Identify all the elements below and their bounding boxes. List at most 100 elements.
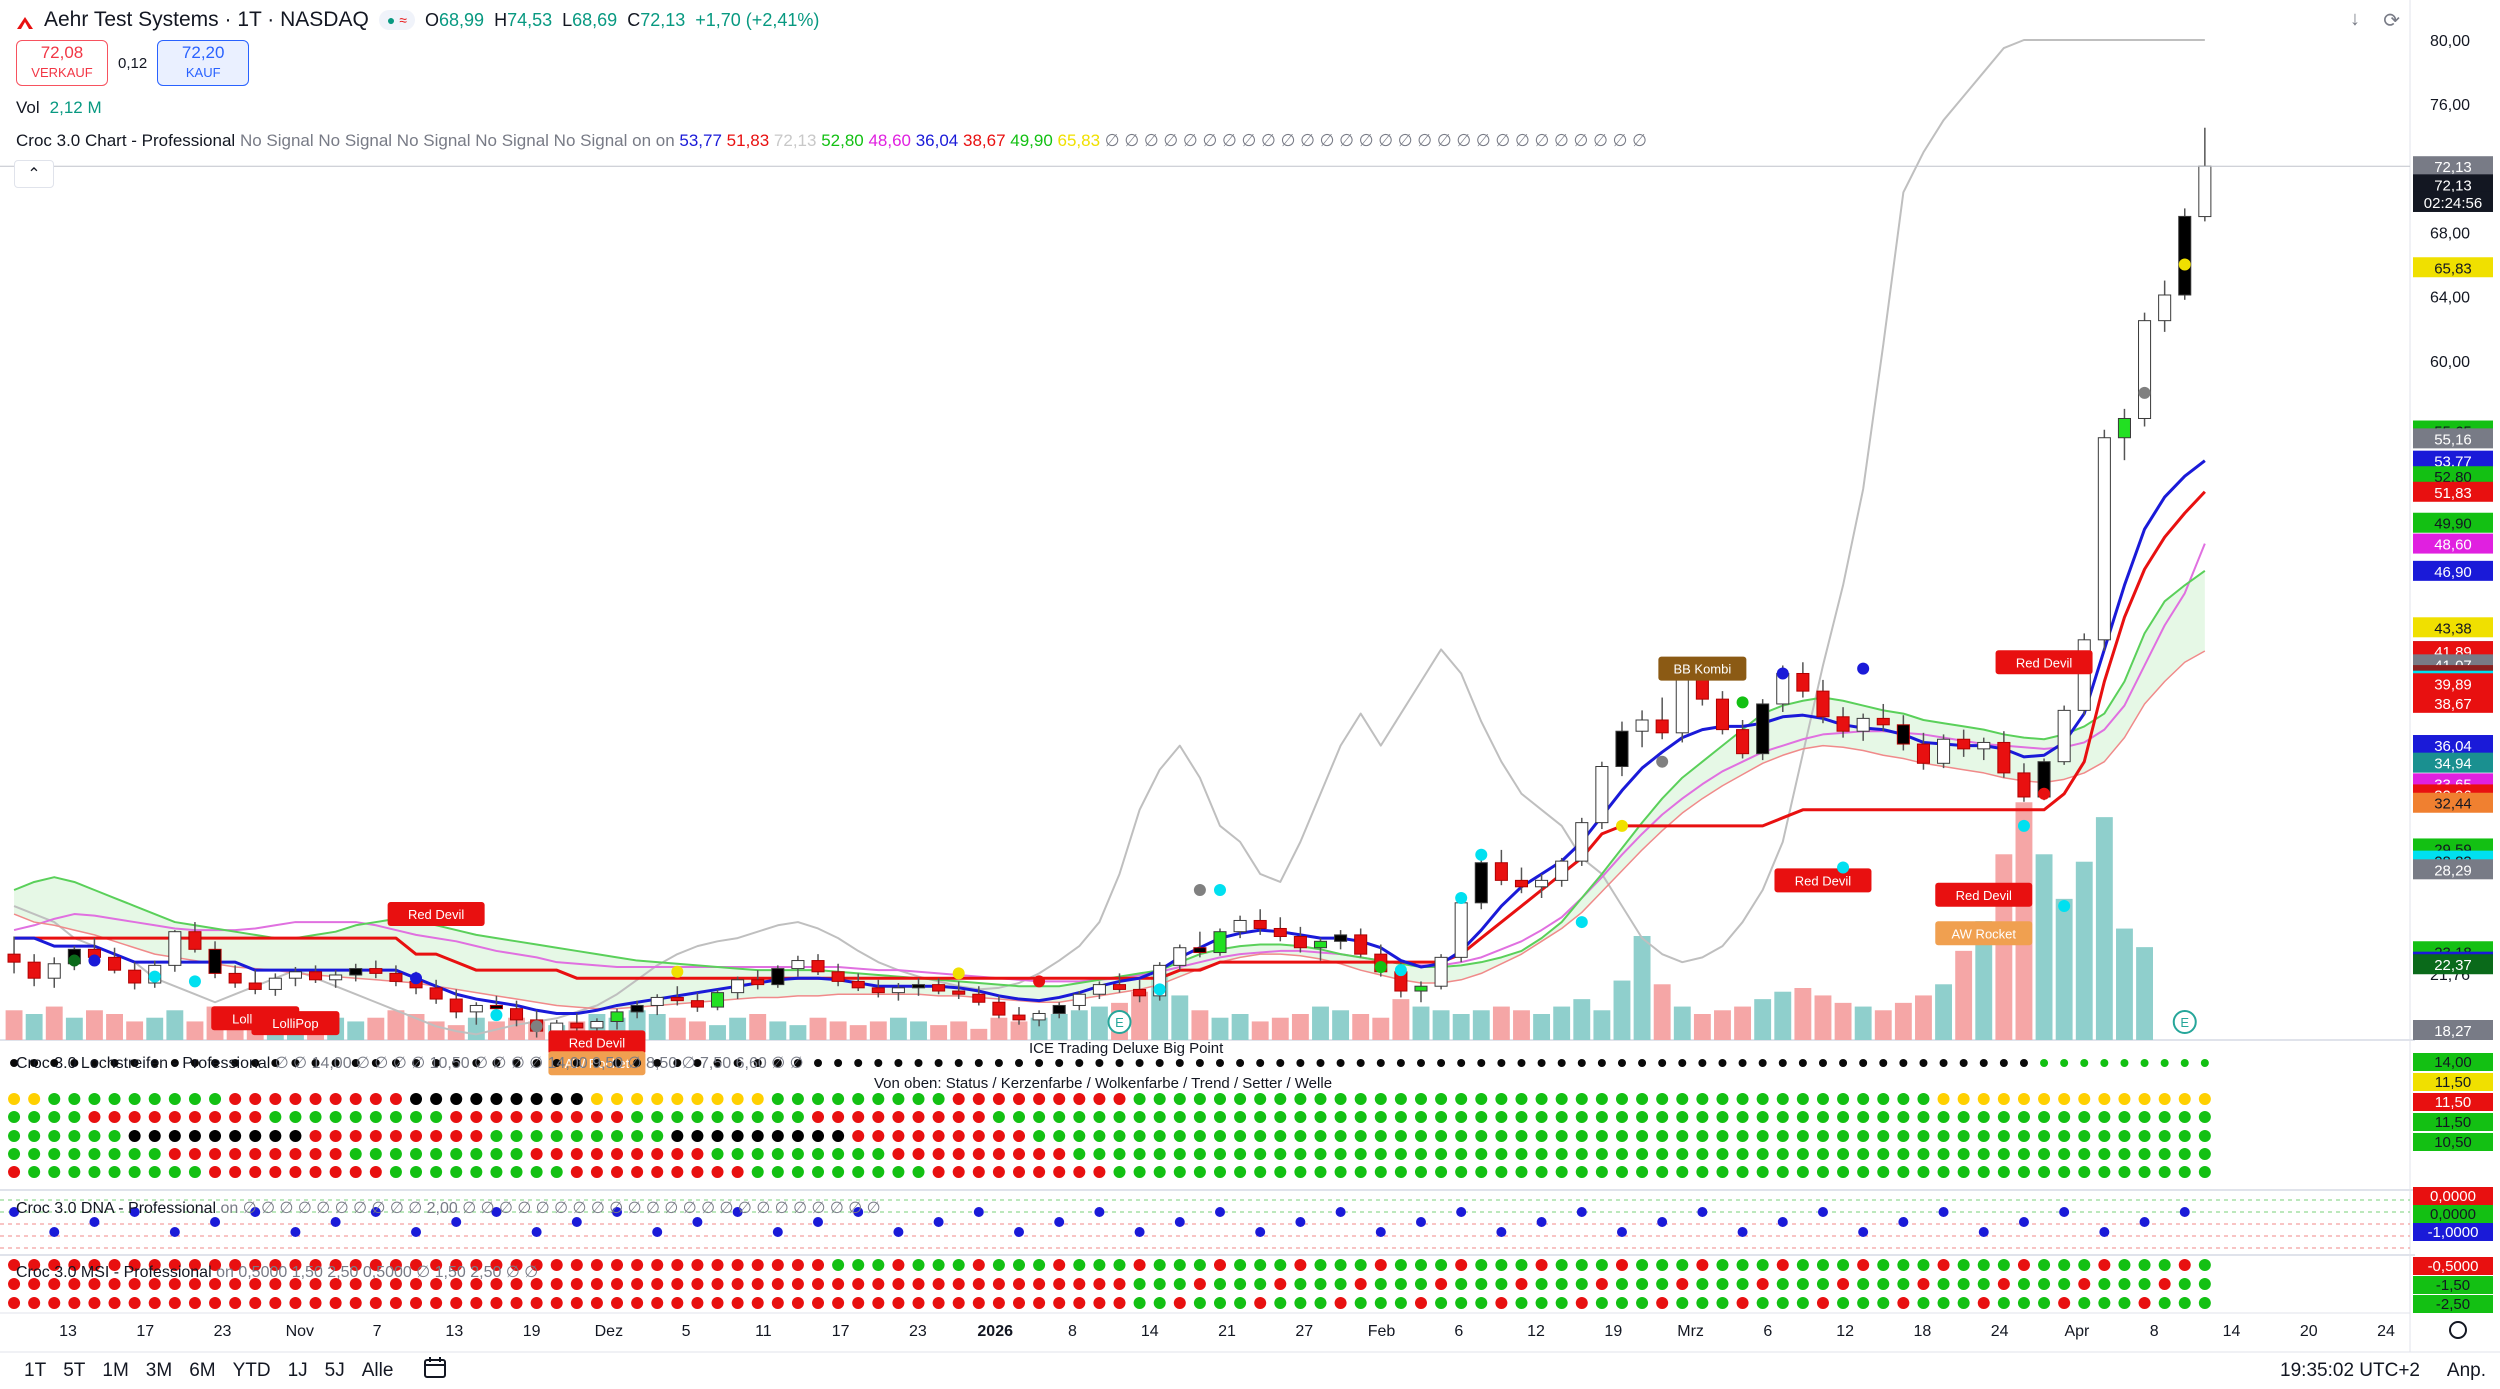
status-dot bbox=[1818, 1059, 1827, 1067]
croc-chart-legend[interactable]: Croc 3.0 Chart - Professional No Signal … bbox=[16, 131, 1647, 151]
msi-dot bbox=[1013, 1278, 1026, 1290]
lochstreifen-dot bbox=[1515, 1148, 1528, 1160]
status-dot bbox=[30, 1059, 39, 1067]
msi-legend[interactable]: Croc 3.0 MSI - Professional on 0,5000 1,… bbox=[16, 1262, 538, 1282]
lochstreifen-dot bbox=[731, 1130, 744, 1142]
lochstreifen-legend[interactable]: Croc 3.0 Lochstreifen - Professional ∅ ∅… bbox=[16, 1053, 804, 1073]
msi-dot bbox=[691, 1278, 704, 1290]
msi-dot bbox=[852, 1278, 865, 1290]
lochstreifen-dot bbox=[731, 1148, 744, 1160]
status-dot bbox=[894, 1059, 903, 1067]
candle bbox=[228, 965, 242, 988]
msi-dot bbox=[1475, 1297, 1488, 1309]
timeframe-3m[interactable]: 3M bbox=[145, 1359, 173, 1381]
status-dot bbox=[1215, 1059, 1224, 1067]
lochstreifen-dot bbox=[1676, 1111, 1689, 1123]
candle-body bbox=[1354, 934, 1368, 955]
lochstreifen-dot bbox=[1656, 1148, 1669, 1160]
lochstreifen-dot bbox=[1193, 1093, 1206, 1105]
candle bbox=[650, 994, 664, 1016]
lochstreifen-dot bbox=[711, 1166, 724, 1178]
lochstreifen-dot bbox=[631, 1111, 644, 1123]
lochstreifen-dot bbox=[1575, 1093, 1588, 1105]
lochstreifen-dot bbox=[570, 1130, 583, 1142]
symbol-header: Aehr Test Systems · 1T · NASDAQ ● ≈ O68,9… bbox=[16, 8, 819, 32]
download-icon[interactable]: ↓ bbox=[2350, 8, 2360, 30]
timeframe-5j[interactable]: 5J bbox=[324, 1359, 345, 1381]
candles bbox=[7, 127, 2212, 1041]
lochstreifen-dot bbox=[1475, 1130, 1488, 1142]
candle bbox=[1655, 697, 1669, 740]
calendar-icon[interactable] bbox=[423, 1356, 449, 1386]
lochstreifen-dot bbox=[852, 1093, 865, 1105]
lochstreifen-dot bbox=[530, 1166, 543, 1178]
sell-button[interactable]: 72,08 VERKAUF bbox=[16, 40, 108, 86]
signal-dot bbox=[1374, 960, 1387, 973]
timeframe-1j[interactable]: 1J bbox=[287, 1359, 308, 1381]
lochstreifen-dot bbox=[832, 1130, 845, 1142]
lochstreifen-dot bbox=[992, 1130, 1005, 1142]
msi-dot bbox=[892, 1278, 905, 1290]
lochstreifen-dot bbox=[188, 1148, 201, 1160]
volume-bar bbox=[1754, 999, 1772, 1040]
lochstreifen-dot bbox=[510, 1130, 523, 1142]
price-label-text: 43,38 bbox=[2434, 620, 2472, 637]
timeframe-1t[interactable]: 1T bbox=[24, 1359, 47, 1381]
time-settings-icon bbox=[2449, 1321, 2467, 1339]
lochstreifen-dot bbox=[1394, 1111, 1407, 1123]
lochstreifen-dot bbox=[791, 1111, 804, 1123]
lochstreifen-dot bbox=[48, 1148, 61, 1160]
market-status-badge[interactable]: ● ≈ bbox=[378, 10, 415, 30]
time-tick: 12 bbox=[1527, 1323, 1545, 1340]
msi-dot bbox=[28, 1259, 41, 1271]
msi-dot bbox=[1475, 1259, 1488, 1271]
status-dot bbox=[1517, 1059, 1526, 1067]
symbol-title[interactable]: Aehr Test Systems · 1T · NASDAQ bbox=[44, 8, 369, 31]
msi-dot bbox=[651, 1259, 664, 1271]
volume-bar bbox=[347, 1021, 365, 1040]
buy-button[interactable]: 72,20 KAUF bbox=[157, 40, 250, 86]
timeframe-5t[interactable]: 5T bbox=[63, 1359, 86, 1381]
msi-dot bbox=[108, 1278, 121, 1290]
lochstreifen-dot bbox=[1756, 1111, 1769, 1123]
lochstreifen-dot bbox=[832, 1166, 845, 1178]
lochstreifen-dot bbox=[48, 1130, 61, 1142]
lochstreifen-dot bbox=[309, 1148, 322, 1160]
lochstreifen-dot bbox=[1354, 1130, 1367, 1142]
status-dot bbox=[150, 1059, 159, 1067]
lochstreifen-dot bbox=[1615, 1148, 1628, 1160]
volume-legend[interactable]: Vol 2,12 M bbox=[16, 98, 102, 118]
msi-dot bbox=[1133, 1278, 1146, 1290]
lochstreifen-dot bbox=[128, 1148, 141, 1160]
lochstreifen-dot bbox=[1857, 1130, 1870, 1142]
volume-bar bbox=[749, 1014, 767, 1040]
msi-dot bbox=[912, 1278, 925, 1290]
msi-dot bbox=[1716, 1278, 1729, 1290]
lochstreifen-dot bbox=[148, 1111, 161, 1123]
lochstreifen-dot bbox=[2198, 1111, 2211, 1123]
msi-dot bbox=[108, 1297, 121, 1309]
volume-bar bbox=[1452, 1014, 1470, 1040]
lochstreifen-dot bbox=[1173, 1111, 1186, 1123]
fullscreen-icon[interactable]: ⟳ bbox=[2383, 10, 2400, 32]
candle-body bbox=[1796, 672, 1810, 692]
collapse-legend-button[interactable]: ⌃ bbox=[14, 160, 54, 188]
timeframe-ytd[interactable]: YTD bbox=[232, 1359, 271, 1381]
msi-dot bbox=[1314, 1297, 1327, 1309]
volume-bar bbox=[1211, 1017, 1229, 1040]
price-label-text: 28,29 bbox=[2434, 862, 2472, 879]
pane-label-box bbox=[2413, 1053, 2493, 1071]
timeframe-alle[interactable]: Alle bbox=[361, 1359, 394, 1381]
clock-time[interactable]: 19:35:02 UTC+2 bbox=[2280, 1359, 2420, 1381]
lochstreifen-dot bbox=[671, 1130, 684, 1142]
status-dot bbox=[1758, 1059, 1767, 1067]
timeframe-1m[interactable]: 1M bbox=[102, 1359, 129, 1381]
candle bbox=[449, 989, 463, 1019]
adjust-button[interactable]: Anp. bbox=[2446, 1359, 2486, 1381]
timeframe-6m[interactable]: 6M bbox=[189, 1359, 216, 1381]
lochstreifen-dot bbox=[1615, 1111, 1628, 1123]
lochstreifen-dot bbox=[1193, 1130, 1206, 1142]
dna-legend[interactable]: Croc 3.0 DNA - Professional on ∅ ∅ ∅ ∅ ∅… bbox=[16, 1198, 881, 1218]
lochstreifen-dot bbox=[1414, 1093, 1427, 1105]
